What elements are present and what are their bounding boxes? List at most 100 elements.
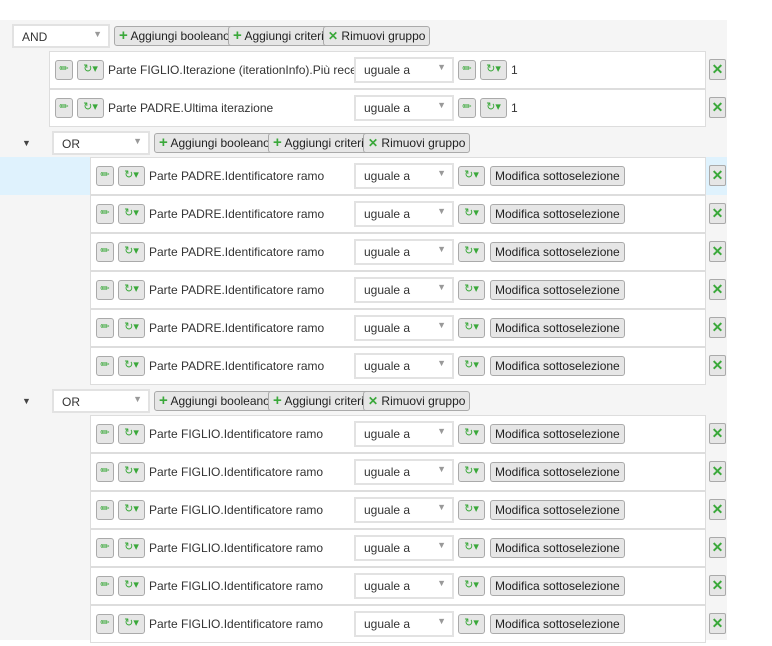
edit-subselection-button[interactable]: Modifica sottoselezione	[490, 242, 625, 262]
value-options-dropdown[interactable]: ↻▾	[458, 166, 485, 186]
field-options-dropdown[interactable]: ↻▾	[118, 424, 145, 444]
comparison-select[interactable]: uguale a ▼	[354, 611, 454, 637]
edit-subselection-button[interactable]: Modifica sottoselezione	[490, 204, 625, 224]
delete-criteria-button[interactable]: ✕	[709, 203, 726, 224]
collapse-caret-icon[interactable]: ▼	[22, 138, 31, 148]
comparison-select[interactable]: uguale a ▼	[354, 95, 454, 121]
field-options-dropdown[interactable]: ↻▾	[77, 60, 104, 80]
comparison-select[interactable]: uguale a ▼	[354, 201, 454, 227]
comparison-select[interactable]: uguale a ▼	[354, 535, 454, 561]
value-options-dropdown[interactable]: ↻▾	[458, 500, 485, 520]
edit-field-pencil-icon[interactable]: ✏	[96, 538, 114, 558]
operator-select[interactable]: OR ▼	[52, 389, 150, 413]
edit-subselection-button[interactable]: Modifica sottoselezione	[490, 576, 625, 596]
collapse-caret-icon[interactable]: ▼	[22, 396, 31, 406]
edit-field-pencil-icon[interactable]: ✏	[96, 614, 114, 634]
remove-group-button[interactable]: ✕ Rimuovi gruppo	[363, 133, 471, 153]
edit-field-pencil-icon[interactable]: ✏	[96, 356, 114, 376]
comparison-select[interactable]: uguale a ▼	[354, 497, 454, 523]
comparison-select[interactable]: uguale a ▼	[354, 573, 454, 599]
edit-subselection-button[interactable]: Modifica sottoselezione	[490, 280, 625, 300]
edit-field-pencil-icon[interactable]: ✏	[96, 242, 114, 262]
value-options-dropdown[interactable]: ↻▾	[458, 462, 485, 482]
remove-group-button[interactable]: ✕ Rimuovi gruppo	[363, 391, 471, 411]
comparison-select[interactable]: uguale a ▼	[354, 421, 454, 447]
edit-field-pencil-icon[interactable]: ✏	[96, 166, 114, 186]
field-options-dropdown[interactable]: ↻▾	[118, 500, 145, 520]
edit-value-pencil-icon[interactable]: ✏	[458, 60, 476, 80]
edit-field-pencil-icon[interactable]: ✏	[96, 576, 114, 596]
value-options-dropdown[interactable]: ↻▾	[458, 356, 485, 376]
value-options-dropdown[interactable]: ↻▾	[458, 614, 485, 634]
edit-field-pencil-icon[interactable]: ✏	[96, 280, 114, 300]
edit-subselection-button[interactable]: Modifica sottoselezione	[490, 356, 625, 376]
field-options-dropdown[interactable]: ↻▾	[118, 204, 145, 224]
edit-subselection-button[interactable]: Modifica sottoselezione	[490, 462, 625, 482]
value-options-dropdown[interactable]: ↻▾	[458, 242, 485, 262]
edit-field-pencil-icon[interactable]: ✏	[55, 60, 73, 80]
comparison-select[interactable]: uguale a ▼	[354, 315, 454, 341]
criteria-field-label: Parte PADRE.Identificatore ramo	[149, 359, 325, 373]
operator-select[interactable]: AND ▼	[12, 24, 110, 48]
remove-group-button[interactable]: ✕ Rimuovi gruppo	[323, 26, 431, 46]
field-options-dropdown[interactable]: ↻▾	[118, 356, 145, 376]
delete-criteria-button[interactable]: ✕	[709, 279, 726, 300]
field-options-dropdown[interactable]: ↻▾	[118, 576, 145, 596]
value-options-dropdown[interactable]: ↻▾	[458, 538, 485, 558]
field-options-dropdown[interactable]: ↻▾	[118, 242, 145, 262]
delete-criteria-button[interactable]: ✕	[709, 59, 726, 80]
edit-subselection-button[interactable]: Modifica sottoselezione	[490, 614, 625, 634]
add-boolean-button[interactable]: + Aggiungi booleano	[154, 133, 275, 153]
field-options-dropdown[interactable]: ↻▾	[118, 538, 145, 558]
value-options-dropdown[interactable]: ↻▾	[458, 280, 485, 300]
delete-criteria-button[interactable]: ✕	[709, 97, 726, 118]
value-options-dropdown[interactable]: ↻▾	[480, 60, 507, 80]
comparison-select[interactable]: uguale a ▼	[354, 57, 454, 83]
comparison-select[interactable]: uguale a ▼	[354, 163, 454, 189]
field-options-dropdown[interactable]: ↻▾	[118, 166, 145, 186]
add-criteria-button[interactable]: + Aggiungi criteri	[268, 391, 369, 411]
operator-select[interactable]: OR ▼	[52, 131, 150, 155]
field-options-dropdown[interactable]: ↻▾	[118, 318, 145, 338]
delete-criteria-button[interactable]: ✕	[709, 537, 726, 558]
delete-criteria-button[interactable]: ✕	[709, 355, 726, 376]
delete-criteria-button[interactable]: ✕	[709, 499, 726, 520]
edit-subselection-button[interactable]: Modifica sottoselezione	[490, 318, 625, 338]
value-options-dropdown[interactable]: ↻▾	[458, 424, 485, 444]
edit-subselection-button[interactable]: Modifica sottoselezione	[490, 424, 625, 444]
delete-criteria-button[interactable]: ✕	[709, 241, 726, 262]
delete-criteria-button[interactable]: ✕	[709, 423, 726, 444]
comparison-select[interactable]: uguale a ▼	[354, 277, 454, 303]
edit-field-pencil-icon[interactable]: ✏	[55, 98, 73, 118]
value-options-dropdown[interactable]: ↻▾	[458, 576, 485, 596]
edit-value-pencil-icon[interactable]: ✏	[458, 98, 476, 118]
field-options-dropdown[interactable]: ↻▾	[118, 614, 145, 634]
delete-criteria-button[interactable]: ✕	[709, 317, 726, 338]
comparison-select[interactable]: uguale a ▼	[354, 353, 454, 379]
delete-criteria-button[interactable]: ✕	[709, 575, 726, 596]
edit-field-pencil-icon[interactable]: ✏	[96, 500, 114, 520]
add-criteria-button[interactable]: + Aggiungi criteri	[228, 26, 329, 46]
add-criteria-button[interactable]: + Aggiungi criteri	[268, 133, 369, 153]
edit-field-pencil-icon[interactable]: ✏	[96, 204, 114, 224]
edit-subselection-button[interactable]: Modifica sottoselezione	[490, 166, 625, 186]
add-boolean-button[interactable]: + Aggiungi booleano	[154, 391, 275, 411]
criteria-value: 1	[511, 63, 518, 77]
value-options-dropdown[interactable]: ↻▾	[480, 98, 507, 118]
edit-field-pencil-icon[interactable]: ✏	[96, 424, 114, 444]
delete-criteria-button[interactable]: ✕	[709, 613, 726, 634]
value-options-dropdown[interactable]: ↻▾	[458, 204, 485, 224]
field-options-dropdown[interactable]: ↻▾	[77, 98, 104, 118]
edit-subselection-button[interactable]: Modifica sottoselezione	[490, 500, 625, 520]
edit-field-pencil-icon[interactable]: ✏	[96, 318, 114, 338]
comparison-select[interactable]: uguale a ▼	[354, 459, 454, 485]
delete-criteria-button[interactable]: ✕	[709, 461, 726, 482]
add-boolean-button[interactable]: + Aggiungi booleano	[114, 26, 235, 46]
value-options-dropdown[interactable]: ↻▾	[458, 318, 485, 338]
edit-subselection-button[interactable]: Modifica sottoselezione	[490, 538, 625, 558]
field-options-dropdown[interactable]: ↻▾	[118, 462, 145, 482]
comparison-select[interactable]: uguale a ▼	[354, 239, 454, 265]
field-options-dropdown[interactable]: ↻▾	[118, 280, 145, 300]
edit-field-pencil-icon[interactable]: ✏	[96, 462, 114, 482]
delete-criteria-button[interactable]: ✕	[709, 165, 726, 186]
